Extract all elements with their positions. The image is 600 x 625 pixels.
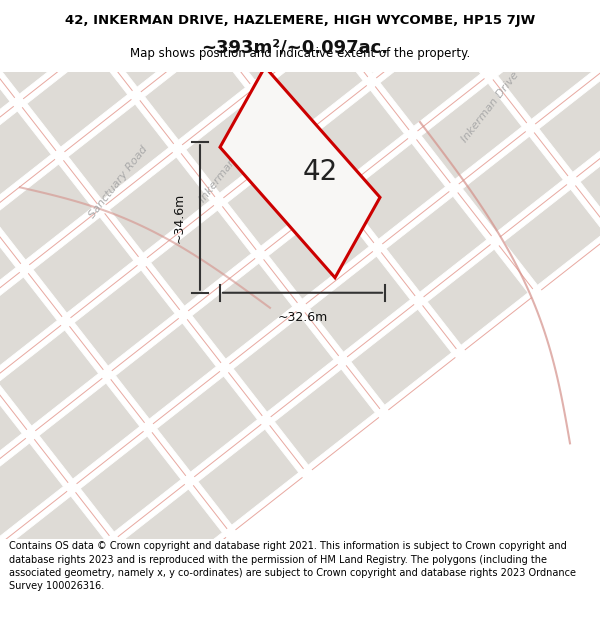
Polygon shape bbox=[74, 270, 175, 366]
Polygon shape bbox=[457, 0, 557, 66]
Text: ~32.6m: ~32.6m bbox=[277, 311, 328, 324]
Polygon shape bbox=[268, 203, 369, 299]
Polygon shape bbox=[580, 129, 600, 226]
Polygon shape bbox=[0, 330, 98, 426]
Polygon shape bbox=[262, 37, 363, 133]
Polygon shape bbox=[227, 150, 328, 246]
Polygon shape bbox=[109, 157, 210, 253]
Polygon shape bbox=[427, 249, 528, 345]
Polygon shape bbox=[310, 256, 410, 352]
Text: Sanctuary Road: Sanctuary Road bbox=[87, 144, 149, 221]
Text: Map shows position and indicative extent of the property.: Map shows position and indicative extent… bbox=[130, 48, 470, 61]
Text: 42: 42 bbox=[302, 158, 338, 186]
Polygon shape bbox=[103, 0, 204, 87]
Polygon shape bbox=[274, 369, 375, 465]
Polygon shape bbox=[497, 23, 598, 119]
Polygon shape bbox=[220, 67, 380, 278]
Polygon shape bbox=[380, 30, 481, 126]
Polygon shape bbox=[351, 309, 452, 405]
Text: 42, INKERMAN DRIVE, HAZLEMERE, HIGH WYCOMBE, HP15 7JW: 42, INKERMAN DRIVE, HAZLEMERE, HIGH WYCO… bbox=[65, 14, 535, 27]
Polygon shape bbox=[39, 383, 140, 479]
Polygon shape bbox=[338, 0, 440, 73]
Polygon shape bbox=[151, 210, 251, 306]
Polygon shape bbox=[27, 51, 128, 147]
Text: ~34.6m: ~34.6m bbox=[173, 192, 186, 242]
Polygon shape bbox=[198, 429, 299, 525]
Polygon shape bbox=[0, 277, 58, 373]
Polygon shape bbox=[4, 496, 104, 592]
Polygon shape bbox=[386, 196, 487, 292]
Polygon shape bbox=[115, 323, 216, 419]
Polygon shape bbox=[539, 76, 600, 172]
Polygon shape bbox=[304, 90, 404, 186]
Polygon shape bbox=[421, 83, 522, 179]
Polygon shape bbox=[221, 0, 322, 80]
Polygon shape bbox=[0, 58, 10, 154]
Polygon shape bbox=[463, 136, 563, 232]
Polygon shape bbox=[0, 164, 92, 260]
Polygon shape bbox=[345, 143, 446, 239]
Polygon shape bbox=[33, 217, 134, 313]
Polygon shape bbox=[233, 316, 334, 412]
Polygon shape bbox=[80, 436, 181, 532]
Polygon shape bbox=[186, 97, 287, 193]
Text: Contains OS data © Crown copyright and database right 2021. This information is : Contains OS data © Crown copyright and d… bbox=[9, 541, 576, 591]
Text: Inkerman Drive: Inkerman Drive bbox=[197, 130, 259, 204]
Polygon shape bbox=[0, 111, 51, 207]
Polygon shape bbox=[145, 44, 245, 140]
Polygon shape bbox=[0, 443, 64, 539]
Polygon shape bbox=[503, 189, 600, 285]
Text: ~393m²/~0.097ac.: ~393m²/~0.097ac. bbox=[202, 39, 389, 57]
Polygon shape bbox=[0, 0, 86, 94]
Polygon shape bbox=[68, 104, 169, 200]
Polygon shape bbox=[157, 376, 257, 472]
Polygon shape bbox=[0, 224, 16, 320]
Text: Inkerman Drive: Inkerman Drive bbox=[460, 70, 521, 144]
Polygon shape bbox=[122, 489, 223, 585]
Polygon shape bbox=[192, 263, 293, 359]
Polygon shape bbox=[0, 390, 22, 486]
